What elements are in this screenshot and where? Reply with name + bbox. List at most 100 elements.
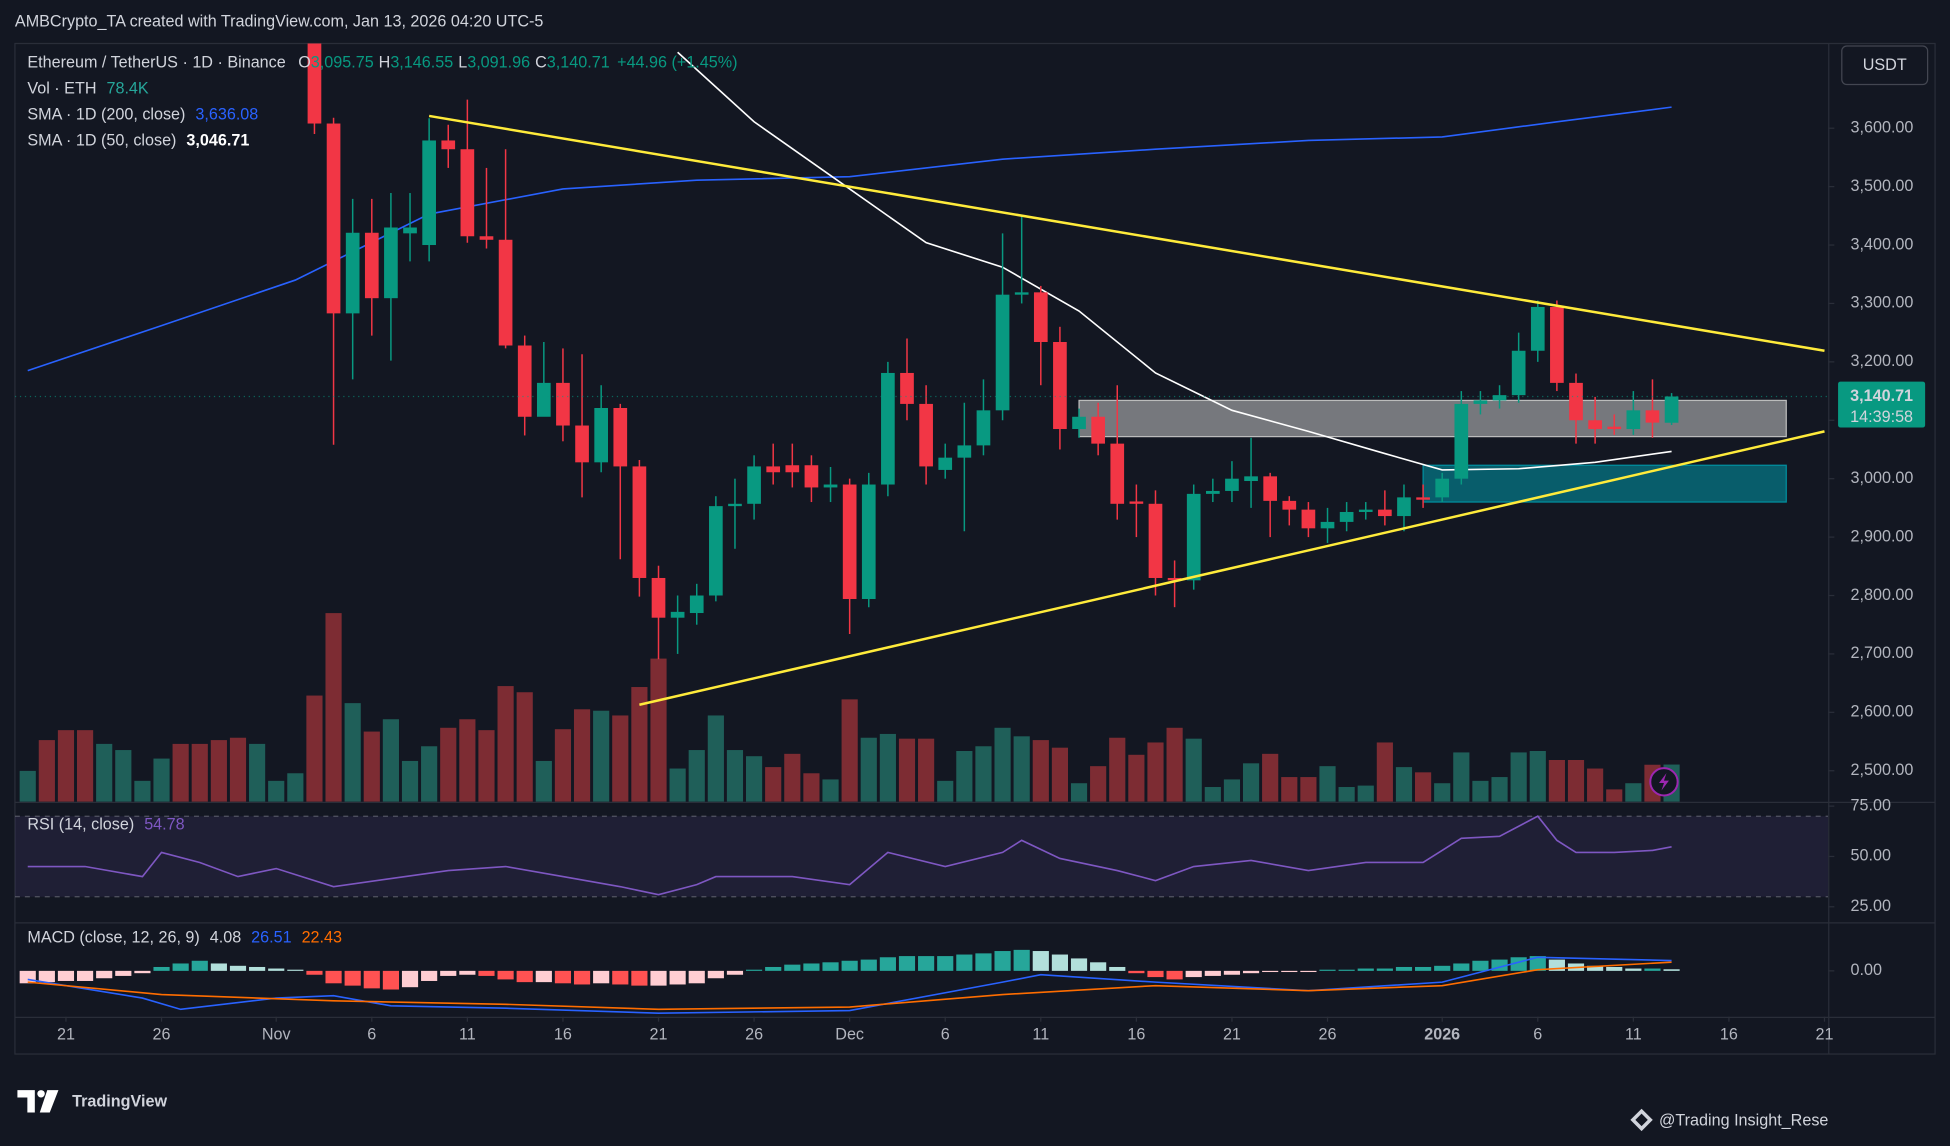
- volume-bar: [153, 758, 170, 802]
- macd-histogram-bar: [1223, 970, 1241, 975]
- macd-histogram-bar: [210, 963, 227, 971]
- credit-icon: [1630, 1108, 1653, 1132]
- candle-body: [556, 382, 570, 426]
- y-tick-label: 2,900.00: [1851, 527, 1914, 545]
- macd-histogram-bar: [1491, 959, 1508, 971]
- candle-body: [307, 43, 322, 124]
- candle-body: [976, 410, 991, 446]
- candle-body: [460, 149, 475, 237]
- volume-bar: [1281, 777, 1298, 802]
- volume-bar: [287, 773, 304, 802]
- tradingview-logo: TradingView: [17, 1090, 167, 1113]
- candle-body: [785, 465, 800, 473]
- candle-body: [1530, 306, 1545, 351]
- x-tick-label: 2026: [1424, 1026, 1460, 1044]
- candle-body: [670, 611, 685, 618]
- volume-bar: [1606, 789, 1623, 802]
- macd-histogram-bar: [1319, 969, 1336, 971]
- macd-histogram-bar: [153, 966, 170, 971]
- volume-bar: [975, 746, 992, 802]
- volume-bar: [1548, 760, 1565, 802]
- macd-histogram-bar: [1606, 966, 1623, 971]
- legend-ohlc-key: H: [379, 54, 391, 72]
- legend: Ethereum / TetherUS · 1D · Binance O3,095…: [27, 54, 737, 947]
- alert-icon[interactable]: [1649, 767, 1679, 797]
- volume-bar: [631, 687, 648, 802]
- macd-histogram-bar: [382, 970, 399, 990]
- macd-histogram-bar: [287, 969, 304, 971]
- currency-label[interactable]: USDT: [1863, 56, 1907, 74]
- macd-histogram-bar: [1376, 968, 1393, 971]
- macd-histogram-bar: [726, 970, 744, 975]
- volume-bar: [612, 715, 629, 802]
- volume-bar: [1070, 783, 1088, 802]
- macd-histogram-bar: [879, 957, 896, 971]
- candle-body: [689, 595, 704, 614]
- volume-bar: [134, 780, 151, 802]
- legend-rsi-name: RSI (14, close): [27, 816, 134, 834]
- rsi-band: [14, 816, 1829, 897]
- candle-body: [498, 239, 513, 346]
- candle-body: [536, 382, 551, 417]
- volume-bar: [1567, 760, 1585, 802]
- candle-body: [1205, 490, 1220, 494]
- macd-histogram-bar: [325, 970, 342, 984]
- logo-mark: [37, 1090, 45, 1098]
- volume-bar: [1338, 787, 1355, 802]
- macd-histogram-bar: [1548, 959, 1565, 971]
- candle-body: [613, 407, 628, 467]
- legend-sma-value: 3,046.71: [186, 132, 249, 150]
- legend-ohlc-key: O: [298, 54, 311, 72]
- candle-body: [1435, 478, 1450, 498]
- currency-button[interactable]: [1841, 45, 1929, 86]
- volume-bar: [363, 731, 380, 802]
- volume-bar: [994, 727, 1011, 802]
- x-tick-label: 21: [650, 1026, 668, 1044]
- x-tick-label: 6: [367, 1026, 376, 1044]
- candle-body: [1033, 292, 1048, 342]
- macd-histogram-bar: [134, 970, 151, 974]
- volume-bar: [1204, 787, 1221, 802]
- macd-histogram-bar: [229, 965, 247, 971]
- trendline: [428, 114, 1825, 352]
- x-tick-label: 6: [941, 1026, 950, 1044]
- x-tick-label: 16: [1720, 1026, 1738, 1044]
- x-tick-label: 26: [745, 1026, 763, 1044]
- legend-macd-name: MACD (close, 12, 26, 9): [27, 929, 199, 947]
- y-tick-label: 2,800.00: [1851, 586, 1914, 604]
- candle-body: [881, 372, 895, 485]
- y-tick-label: 3,200.00: [1851, 352, 1914, 370]
- x-tick-label: 11: [1032, 1026, 1049, 1044]
- volume-bar: [172, 743, 189, 802]
- volume-bar: [707, 715, 724, 802]
- macd-histogram-bar: [57, 970, 75, 981]
- legend-rsi-value: 54.78: [144, 816, 184, 834]
- candle-body: [900, 372, 914, 404]
- alert-icon-bolt[interactable]: [1658, 773, 1669, 791]
- legend-sma-name: SMA · 1D (50, close): [27, 132, 176, 150]
- candle-body: [594, 407, 609, 463]
- volume-bar: [421, 746, 438, 802]
- legend-line: Vol · ETH 78.4K: [27, 80, 149, 98]
- candle-body: [1148, 503, 1163, 578]
- macd-histogram-bar: [1032, 951, 1049, 971]
- x-tick-label: 6: [1533, 1026, 1542, 1044]
- legend-ohlc-value: 3,146.55: [390, 54, 453, 72]
- candle-body: [1492, 395, 1507, 401]
- volume-bar: [1147, 742, 1164, 802]
- macd-histogram-bar: [1338, 969, 1355, 971]
- candle-body: [1186, 493, 1201, 581]
- volume-bar: [306, 695, 323, 802]
- volume-bar: [803, 773, 820, 802]
- candle-body: [326, 123, 341, 314]
- candle-body: [345, 232, 360, 314]
- candle-body: [1053, 341, 1067, 430]
- volume-bar: [516, 692, 533, 802]
- candle-body: [1129, 501, 1144, 504]
- x-tick-label: 26: [1319, 1026, 1337, 1044]
- volume-bar: [478, 730, 495, 802]
- volume-bar: [822, 779, 839, 802]
- volume-bar: [1032, 740, 1049, 802]
- macd-histogram-bar: [191, 960, 208, 971]
